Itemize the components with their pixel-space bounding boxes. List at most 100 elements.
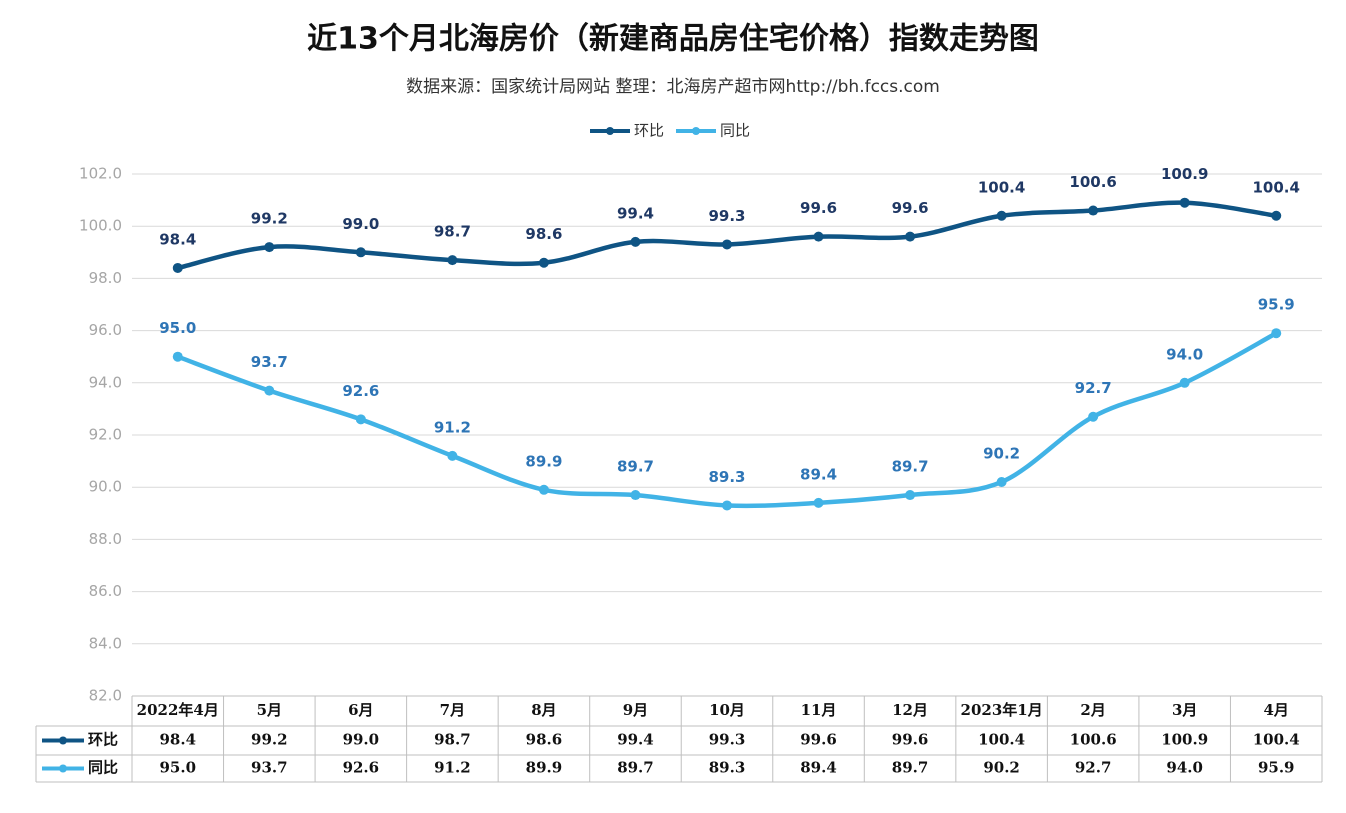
table-cell: 93.7 [251, 759, 288, 777]
data-label: 99.3 [708, 207, 745, 225]
y-tick-label: 94.0 [89, 373, 122, 391]
data-label: 99.0 [342, 215, 379, 233]
table-row-label: 同比 [88, 759, 118, 777]
data-label: 94.0 [1166, 345, 1203, 363]
data-point [813, 231, 824, 242]
data-point [355, 414, 366, 425]
x-tick-label: 10月 [709, 701, 745, 719]
data-label: 99.2 [251, 210, 288, 228]
data-point [813, 497, 824, 508]
data-label: 95.0 [159, 319, 196, 337]
table-cell: 99.4 [617, 731, 654, 749]
data-label: 98.7 [434, 223, 471, 241]
chart-title: 近13个月北海房价（新建商品房住宅价格）指数走势图 [307, 22, 1039, 57]
data-label: 89.7 [617, 458, 654, 476]
x-tick-label: 8月 [531, 701, 556, 719]
data-point [538, 257, 549, 268]
data-point [538, 484, 549, 495]
data-label: 98.4 [159, 230, 196, 248]
table-cell: 95.0 [159, 759, 196, 777]
x-tick-label: 2023年1月 [961, 701, 1043, 719]
data-point [1088, 205, 1099, 216]
legend-marker [606, 127, 614, 135]
chart-subtitle: 数据来源：国家统计局网站 整理：北海房产超市网http://bh.fccs.co… [406, 77, 940, 97]
x-tick-label: 9月 [623, 701, 648, 719]
data-label: 99.6 [800, 199, 837, 217]
data-point [996, 210, 1007, 221]
y-tick-label: 84.0 [89, 634, 122, 652]
table-cell: 91.2 [434, 759, 471, 777]
data-point [264, 242, 275, 253]
table-cell: 100.4 [1253, 731, 1300, 749]
y-tick-label: 100.0 [79, 217, 122, 235]
y-tick-label: 98.0 [89, 269, 122, 287]
data-label: 90.2 [983, 444, 1020, 462]
data-point [630, 490, 641, 501]
table-cell: 89.9 [526, 759, 563, 777]
data-label: 93.7 [251, 353, 288, 371]
data-point [172, 351, 183, 362]
data-point [996, 476, 1007, 487]
table-cell: 94.0 [1166, 759, 1203, 777]
x-tick-label: 11月 [801, 701, 837, 719]
legend-label: 环比 [634, 122, 664, 140]
table-cell: 99.6 [800, 731, 837, 749]
data-point [447, 255, 458, 266]
table-cell: 99.2 [251, 731, 288, 749]
table-cell: 89.7 [617, 759, 654, 777]
table-legend-marker [59, 736, 67, 745]
data-point [722, 500, 732, 511]
data-label: 99.4 [617, 204, 654, 222]
data-point [630, 236, 641, 247]
data-label: 100.6 [1069, 173, 1116, 191]
data-point [172, 262, 183, 273]
table-cell: 89.7 [892, 759, 929, 777]
data-label: 89.9 [525, 452, 562, 470]
table-cell: 100.4 [978, 731, 1025, 749]
x-tick-label: 5月 [257, 701, 282, 719]
data-label: 92.6 [342, 382, 379, 400]
table-cell: 92.7 [1075, 759, 1112, 777]
data-point [1271, 210, 1282, 221]
data-point [1179, 197, 1190, 208]
data-label: 98.6 [525, 225, 562, 243]
x-tick-label: 12月 [892, 701, 928, 719]
x-tick-label: 2月 [1080, 701, 1105, 719]
table-cell: 99.3 [709, 731, 746, 749]
legend-label: 同比 [720, 122, 750, 140]
data-label: 100.9 [1161, 165, 1208, 183]
y-tick-label: 82.0 [89, 687, 122, 705]
table-cell: 98.4 [159, 731, 196, 749]
data-label: 91.2 [434, 418, 471, 436]
table-cell: 99.6 [892, 731, 929, 749]
table-cell: 89.3 [709, 759, 746, 777]
legend-marker [692, 127, 700, 135]
table-cell: 98.6 [526, 731, 563, 749]
x-tick-label: 2022年4月 [137, 701, 219, 719]
data-label: 95.9 [1258, 296, 1295, 314]
data-point [1088, 411, 1099, 422]
data-label: 100.4 [1253, 178, 1300, 196]
data-label: 99.6 [892, 199, 929, 217]
y-tick-label: 88.0 [89, 530, 122, 548]
data-point [905, 490, 916, 501]
table-cell: 100.9 [1161, 731, 1208, 749]
y-tick-label: 90.0 [89, 478, 122, 496]
data-label: 89.4 [800, 465, 837, 483]
data-point [355, 247, 366, 258]
x-tick-label: 7月 [440, 701, 465, 719]
y-tick-label: 96.0 [89, 321, 122, 339]
data-point [264, 385, 275, 396]
table-cell: 100.6 [1070, 731, 1117, 749]
data-label: 100.4 [978, 178, 1025, 196]
data-label: 89.3 [708, 468, 745, 486]
y-tick-label: 86.0 [89, 582, 122, 600]
data-point [447, 450, 458, 461]
x-tick-label: 4月 [1264, 701, 1289, 719]
data-point [1179, 377, 1190, 388]
x-tick-label: 6月 [348, 701, 373, 719]
data-point [905, 231, 916, 242]
data-label: 89.7 [892, 458, 929, 476]
table-row-label: 环比 [88, 731, 118, 749]
